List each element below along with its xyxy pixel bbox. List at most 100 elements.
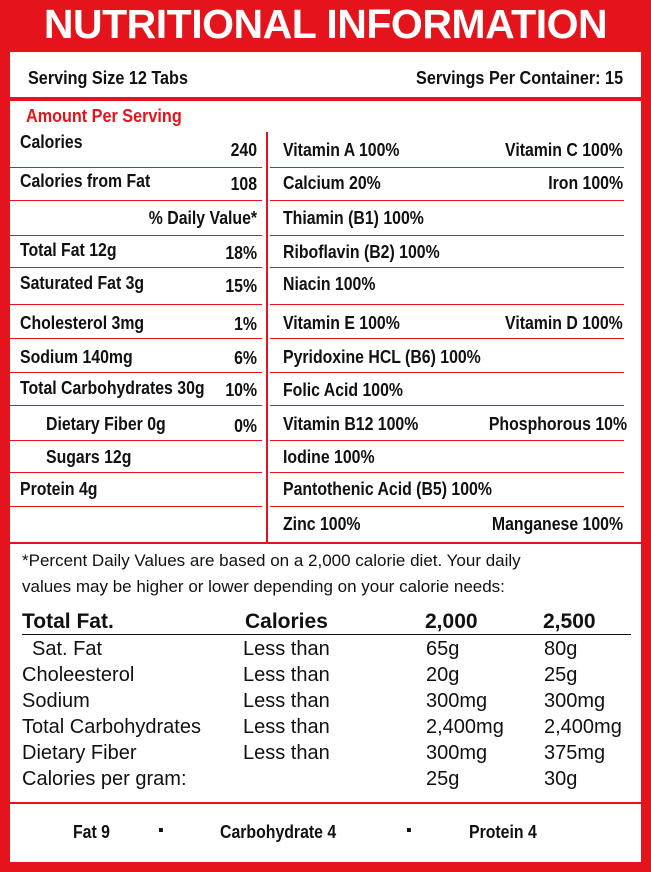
left-row-value: 15% bbox=[225, 276, 257, 296]
dv-cell: 300mg bbox=[544, 690, 606, 712]
left-row-value: 1% bbox=[234, 314, 257, 334]
dv-header-cell: Total Fat. bbox=[22, 610, 114, 633]
right-row-left: Calcium 20% bbox=[283, 173, 381, 193]
row-divider bbox=[10, 338, 262, 339]
daily-value-header: % Daily Value* bbox=[148, 208, 257, 228]
row-divider bbox=[270, 472, 624, 473]
row-divider bbox=[10, 304, 262, 305]
row-divider bbox=[10, 506, 262, 507]
carb-per-gram: Carbohydrate 4 bbox=[220, 822, 337, 842]
row-divider bbox=[270, 200, 624, 201]
dv-cell: 25g bbox=[426, 768, 460, 790]
label-title: NUTRITIONAL INFORMATION bbox=[43, 1, 608, 47]
separator-dot: ▪ bbox=[158, 822, 164, 839]
right-row-right: Vitamin C 100% bbox=[505, 140, 623, 160]
row-divider bbox=[270, 338, 624, 339]
dv-cell: 300mg bbox=[426, 690, 488, 712]
row-divider bbox=[270, 235, 624, 236]
right-row-left: Thiamin (B1) 100% bbox=[283, 208, 424, 228]
dv-cell: Calories per gram: bbox=[22, 768, 187, 790]
right-row-left: Folic Acid 100% bbox=[283, 380, 404, 400]
left-row-label: Total Fat 12g bbox=[20, 240, 117, 260]
dv-cell: 375mg bbox=[544, 742, 606, 764]
right-row-left: Vitamin A 100% bbox=[283, 140, 400, 160]
row-divider bbox=[270, 167, 624, 168]
left-row-label: Cholesterol 3mg bbox=[20, 313, 145, 333]
dv-cell: 2,400mg bbox=[544, 716, 622, 738]
right-row-left: Vitamin B12 100% bbox=[283, 414, 419, 434]
row-divider bbox=[270, 304, 624, 305]
dv-cell: Less than bbox=[243, 664, 330, 686]
dv-cell: Sat. Fat bbox=[32, 638, 103, 660]
right-row-right: Manganese 100% bbox=[491, 514, 623, 534]
left-row-value: 6% bbox=[234, 348, 257, 368]
right-row-right: Vitamin D 100% bbox=[505, 313, 623, 333]
dv-cell: 2,400mg bbox=[426, 716, 504, 738]
separator-dot: ▪ bbox=[406, 822, 412, 839]
header-divider bbox=[10, 97, 641, 101]
serving-size: Serving Size 12 Tabs bbox=[28, 68, 188, 88]
dv-header-underline bbox=[22, 634, 631, 635]
dv-cell: 80g bbox=[544, 638, 578, 660]
left-row-label: Saturated Fat 3g bbox=[20, 273, 145, 293]
right-row-left: Pyridoxine HCL (B6) 100% bbox=[283, 347, 481, 367]
row-divider bbox=[10, 267, 262, 268]
footnote-line-1: *Percent Daily Values are based on a 2,0… bbox=[22, 551, 521, 570]
row-divider bbox=[10, 472, 262, 473]
dv-cell: 20g bbox=[426, 664, 460, 686]
row-divider bbox=[270, 506, 624, 507]
section-divider bbox=[10, 542, 641, 544]
dv-cell: Less than bbox=[243, 638, 330, 660]
left-row-value: 0% bbox=[234, 416, 257, 436]
protein-per-gram: Protein 4 bbox=[469, 822, 537, 842]
right-row-left: Zinc 100% bbox=[283, 514, 361, 534]
row-divider bbox=[270, 267, 624, 268]
right-row-left: Vitamin E 100% bbox=[283, 313, 400, 333]
right-row-left: Niacin 100% bbox=[283, 274, 376, 294]
footnote-line-2: values may be higher or lower depending … bbox=[22, 577, 505, 596]
dv-cell: Dietary Fiber bbox=[22, 742, 137, 764]
right-row-right: Phosphorous 10% bbox=[488, 414, 627, 434]
left-row-value: 108 bbox=[230, 174, 257, 194]
dv-cell: 25g bbox=[544, 664, 578, 686]
right-row-right: Iron 100% bbox=[548, 173, 623, 193]
dv-header-cell: Calories bbox=[245, 610, 328, 633]
left-row-label: Sugars 12g bbox=[46, 447, 132, 467]
dv-cell: Less than bbox=[243, 716, 330, 738]
right-row-left: Riboflavin (B2) 100% bbox=[283, 242, 440, 262]
section-divider bbox=[10, 802, 641, 804]
dv-header-cell: 2,500 bbox=[543, 610, 596, 633]
left-row-label: Sodium 140mg bbox=[20, 347, 133, 367]
left-row-value: 18% bbox=[225, 243, 257, 263]
amount-per-serving: Amount Per Serving bbox=[26, 106, 182, 126]
row-divider bbox=[10, 167, 262, 168]
row-divider bbox=[10, 372, 262, 373]
row-divider bbox=[270, 372, 624, 373]
left-row-value: 240 bbox=[230, 140, 257, 160]
left-row-label: Calories bbox=[20, 132, 83, 152]
dv-cell: 30g bbox=[544, 768, 578, 790]
dv-cell: Less than bbox=[243, 742, 330, 764]
fat-per-gram: Fat 9 bbox=[73, 822, 110, 842]
row-divider bbox=[10, 440, 262, 441]
dv-cell: Less than bbox=[243, 690, 330, 712]
right-row-left: Iodine 100% bbox=[283, 447, 375, 467]
row-divider bbox=[270, 405, 624, 406]
left-row-label: Total Carbohydrates 30g bbox=[20, 378, 205, 398]
row-divider bbox=[10, 200, 262, 201]
left-row-label: Protein 4g bbox=[20, 479, 98, 499]
dv-cell: 300mg bbox=[426, 742, 488, 764]
row-divider bbox=[270, 440, 624, 441]
dv-cell: Total Carbohydrates bbox=[22, 716, 201, 738]
dv-header-cell: 2,000 bbox=[425, 610, 478, 633]
right-row-left: Pantothenic Acid (B5) 100% bbox=[283, 479, 492, 499]
label-panel: Serving Size 12 Tabs Servings Per Contai… bbox=[10, 52, 641, 862]
dv-cell: Sodium bbox=[22, 690, 90, 712]
column-divider bbox=[266, 132, 268, 544]
row-divider bbox=[10, 405, 262, 406]
servings-per-container: Servings Per Container: 15 bbox=[415, 68, 623, 88]
left-row-value: 10% bbox=[225, 380, 257, 400]
left-row-label: Dietary Fiber 0g bbox=[46, 414, 166, 434]
dv-cell: 65g bbox=[426, 638, 460, 660]
